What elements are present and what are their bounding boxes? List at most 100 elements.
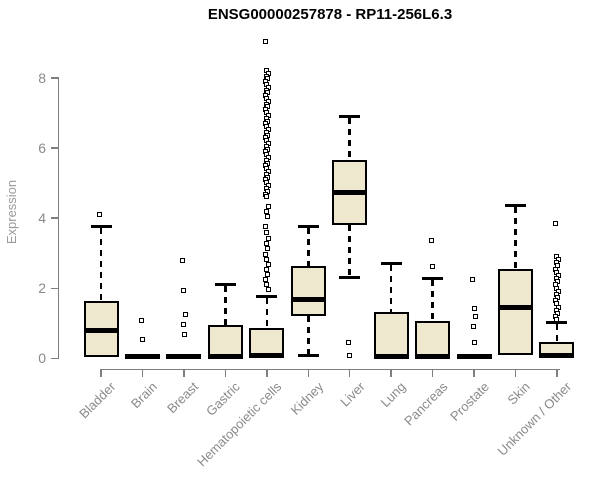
x-tick-label-lung: Lung xyxy=(377,379,409,411)
whisker-upper-skin xyxy=(514,207,517,269)
median-gastric xyxy=(207,353,243,359)
box-kidney xyxy=(290,266,326,317)
outlier-unknown-other xyxy=(553,220,559,226)
x-tick-label-unknown-other: Unknown / Other xyxy=(494,379,575,459)
box-gastric xyxy=(207,324,243,358)
whisker-cap-upper-gastric xyxy=(214,283,236,287)
y-tick xyxy=(50,217,58,219)
box-lung xyxy=(373,311,409,358)
x-tick xyxy=(556,369,558,377)
outlier-hematopoietic-cells xyxy=(264,256,270,262)
outlier-breast xyxy=(181,288,187,294)
outlier-unknown-other xyxy=(554,317,560,323)
x-tick xyxy=(473,369,475,377)
x-tick-label-pancreas: Pancreas xyxy=(400,379,451,429)
whisker-cap-upper-bladder xyxy=(90,225,112,229)
outlier-hematopoietic-cells xyxy=(264,213,270,219)
y-tick xyxy=(50,147,58,149)
outlier-hematopoietic-cells xyxy=(263,277,269,283)
median-unknown-other xyxy=(539,352,575,358)
whisker-upper-kidney xyxy=(307,228,310,267)
outlier-hematopoietic-cells xyxy=(265,204,271,210)
outlier-breast xyxy=(182,331,187,337)
outlier-hematopoietic-cells xyxy=(265,235,271,241)
outlier-hematopoietic-cells xyxy=(263,267,269,273)
whisker-lower-kidney xyxy=(307,316,310,355)
median-pancreas xyxy=(415,353,451,359)
whisker-cap-lower-liver xyxy=(339,276,361,280)
outlier-breast xyxy=(180,322,186,328)
outlier-brain xyxy=(139,337,145,343)
whisker-upper-unknown-other xyxy=(555,323,559,343)
y-tick xyxy=(50,77,58,79)
median-skin xyxy=(498,304,533,310)
x-tick-label-liver: Liver xyxy=(336,379,368,410)
outlier-hematopoietic-cells xyxy=(263,39,269,45)
x-tick-label-gastric: Gastric xyxy=(203,379,243,419)
whisker-upper-lung xyxy=(389,265,393,312)
x-tick xyxy=(390,369,392,377)
x-tick-label-prostate: Prostate xyxy=(446,379,492,424)
outlier-hematopoietic-cells xyxy=(265,262,271,268)
outlier-prostate xyxy=(470,276,476,282)
y-tick xyxy=(50,357,58,360)
x-tick xyxy=(307,369,309,377)
outlier-hematopoietic-cells xyxy=(264,272,270,278)
median-kidney xyxy=(290,296,326,302)
y-tick-label: 0 xyxy=(38,350,46,367)
outlier-liver xyxy=(347,353,353,359)
x-tick-label-breast: Breast xyxy=(164,379,202,417)
whisker-cap-upper-lung xyxy=(380,262,402,266)
y-tick-label: 6 xyxy=(38,139,46,156)
whisker-lower-liver xyxy=(348,224,351,277)
outlier-breast xyxy=(182,312,188,318)
outlier-brain xyxy=(138,318,144,324)
x-tick xyxy=(183,369,185,377)
whisker-cap-upper-unknown-other xyxy=(546,320,568,324)
outlier-hematopoietic-cells xyxy=(264,246,270,252)
median-lung xyxy=(373,353,409,359)
whisker-upper-hematopoietic-cells xyxy=(265,298,269,329)
whisker-upper-gastric xyxy=(224,286,227,325)
outlier-hematopoietic-cells xyxy=(263,224,269,230)
whisker-upper-liver xyxy=(348,118,351,160)
outlier-hematopoietic-cells xyxy=(263,251,269,257)
median-bladder xyxy=(83,327,119,333)
outlier-hematopoietic-cells xyxy=(264,230,270,236)
x-tick-label-skin: Skin xyxy=(504,379,534,408)
whisker-cap-lower-kidney xyxy=(297,354,319,358)
outlier-breast xyxy=(180,257,186,263)
whisker-cap-upper-liver xyxy=(339,115,361,119)
x-tick xyxy=(100,369,102,377)
y-tick xyxy=(50,287,58,290)
outlier-prostate xyxy=(471,305,477,311)
x-tick-label-bladder: Bladder xyxy=(76,379,119,422)
x-axis-line xyxy=(100,368,560,370)
y-tick-label: 8 xyxy=(38,69,46,86)
outlier-hematopoietic-cells xyxy=(263,209,269,215)
x-tick-label-kidney: Kidney xyxy=(287,379,326,418)
whisker-cap-upper-hematopoietic-cells xyxy=(256,295,278,299)
whisker-upper-pancreas xyxy=(431,279,434,322)
y-tick-label: 4 xyxy=(38,209,46,226)
outlier-bladder xyxy=(97,211,103,217)
whisker-cap-upper-kidney xyxy=(297,225,319,229)
x-tick xyxy=(514,369,517,377)
outlier-prostate xyxy=(470,324,476,330)
x-tick xyxy=(431,369,434,377)
median-breast xyxy=(166,354,202,360)
chart-title: ENSG00000257878 - RP11-256L6.3 xyxy=(207,6,453,23)
outlier-prostate xyxy=(472,340,478,345)
outlier-hematopoietic-cells xyxy=(264,282,270,288)
median-brain xyxy=(124,354,160,360)
median-hematopoietic-cells xyxy=(249,352,285,358)
x-tick xyxy=(266,369,268,377)
outlier-prostate xyxy=(472,313,478,319)
outlier-hematopoietic-cells xyxy=(264,194,270,200)
median-liver xyxy=(332,190,368,196)
x-tick xyxy=(224,369,227,377)
outlier-hematopoietic-cells xyxy=(263,241,269,247)
outlier-pancreas xyxy=(428,238,434,244)
outlier-liver xyxy=(346,340,351,345)
